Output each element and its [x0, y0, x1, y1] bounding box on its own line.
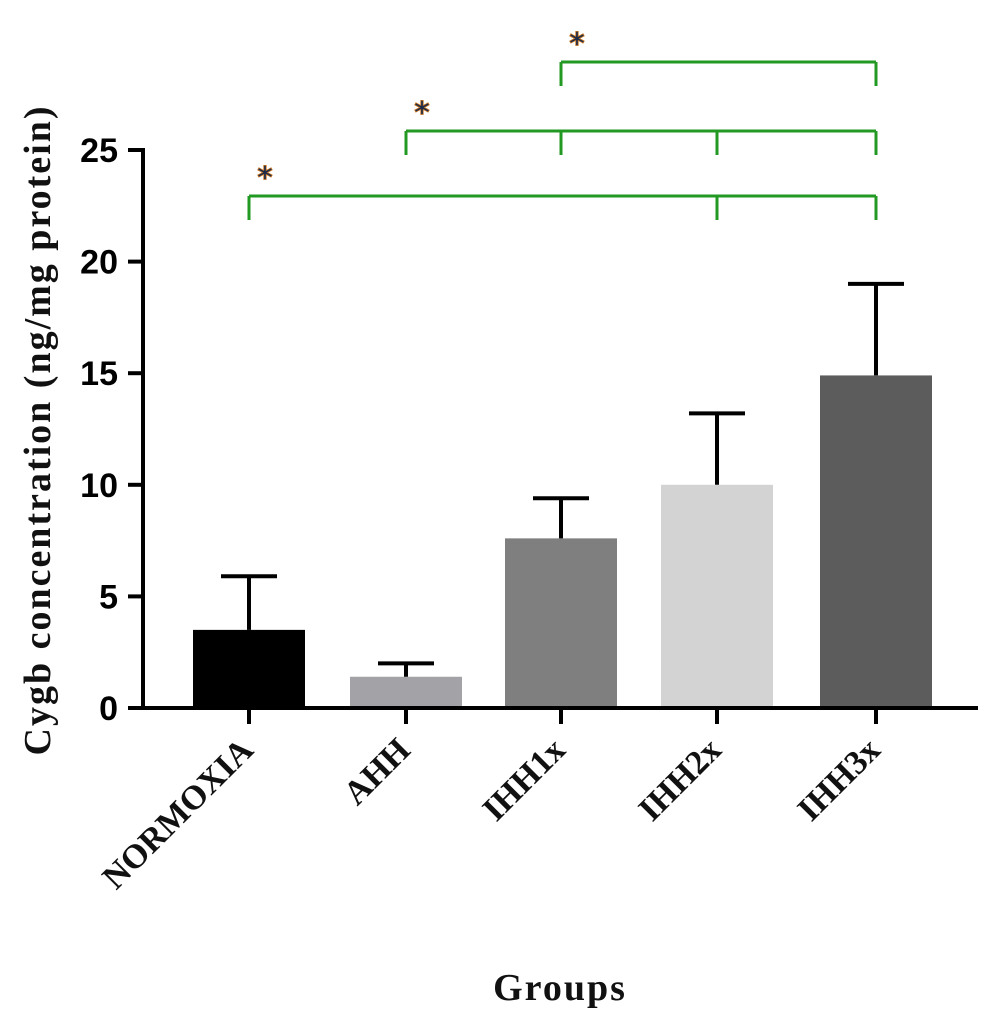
y-tick-label-0: 0: [99, 690, 118, 728]
x-axis-title: Groups: [493, 967, 627, 1009]
significance-star: *: [569, 27, 585, 62]
bar-ahh: [350, 676, 462, 708]
significance-star: *: [414, 96, 430, 131]
bar-ihh2x: [661, 484, 773, 708]
bar-ihh3x: [820, 375, 932, 708]
x-ticks-group: NORMOXIA AHH IHH1x IHH2x IHH3x: [96, 708, 888, 897]
y-tick-label-10: 10: [80, 467, 118, 505]
x-tick-label-ahh: AHH: [337, 731, 418, 812]
bars-group: [193, 375, 932, 708]
x-tick-label-ihh2x: IHH2x: [632, 731, 729, 828]
error-bars-group: [221, 281, 904, 677]
y-ticks-group: 0 5 10 15 20 25: [80, 132, 143, 728]
x-tick-label-ihh3x: IHH3x: [791, 731, 888, 828]
x-tick-label-normoxia: NORMOXIA: [96, 731, 261, 896]
y-tick-label-5: 5: [99, 578, 118, 616]
y-tick-label-20: 20: [80, 244, 118, 282]
y-tick-label-25: 25: [80, 132, 118, 170]
bar-normoxia: [193, 629, 305, 708]
y-tick-label-15: 15: [80, 355, 118, 393]
bar-ihh1x: [505, 538, 617, 708]
significance-star: *: [257, 161, 273, 196]
y-axis-title: Cygb concentration (ng/mg protein): [17, 105, 59, 756]
x-tick-label-ihh1x: IHH1x: [476, 731, 573, 828]
significance-brackets: * * *: [247, 27, 878, 220]
